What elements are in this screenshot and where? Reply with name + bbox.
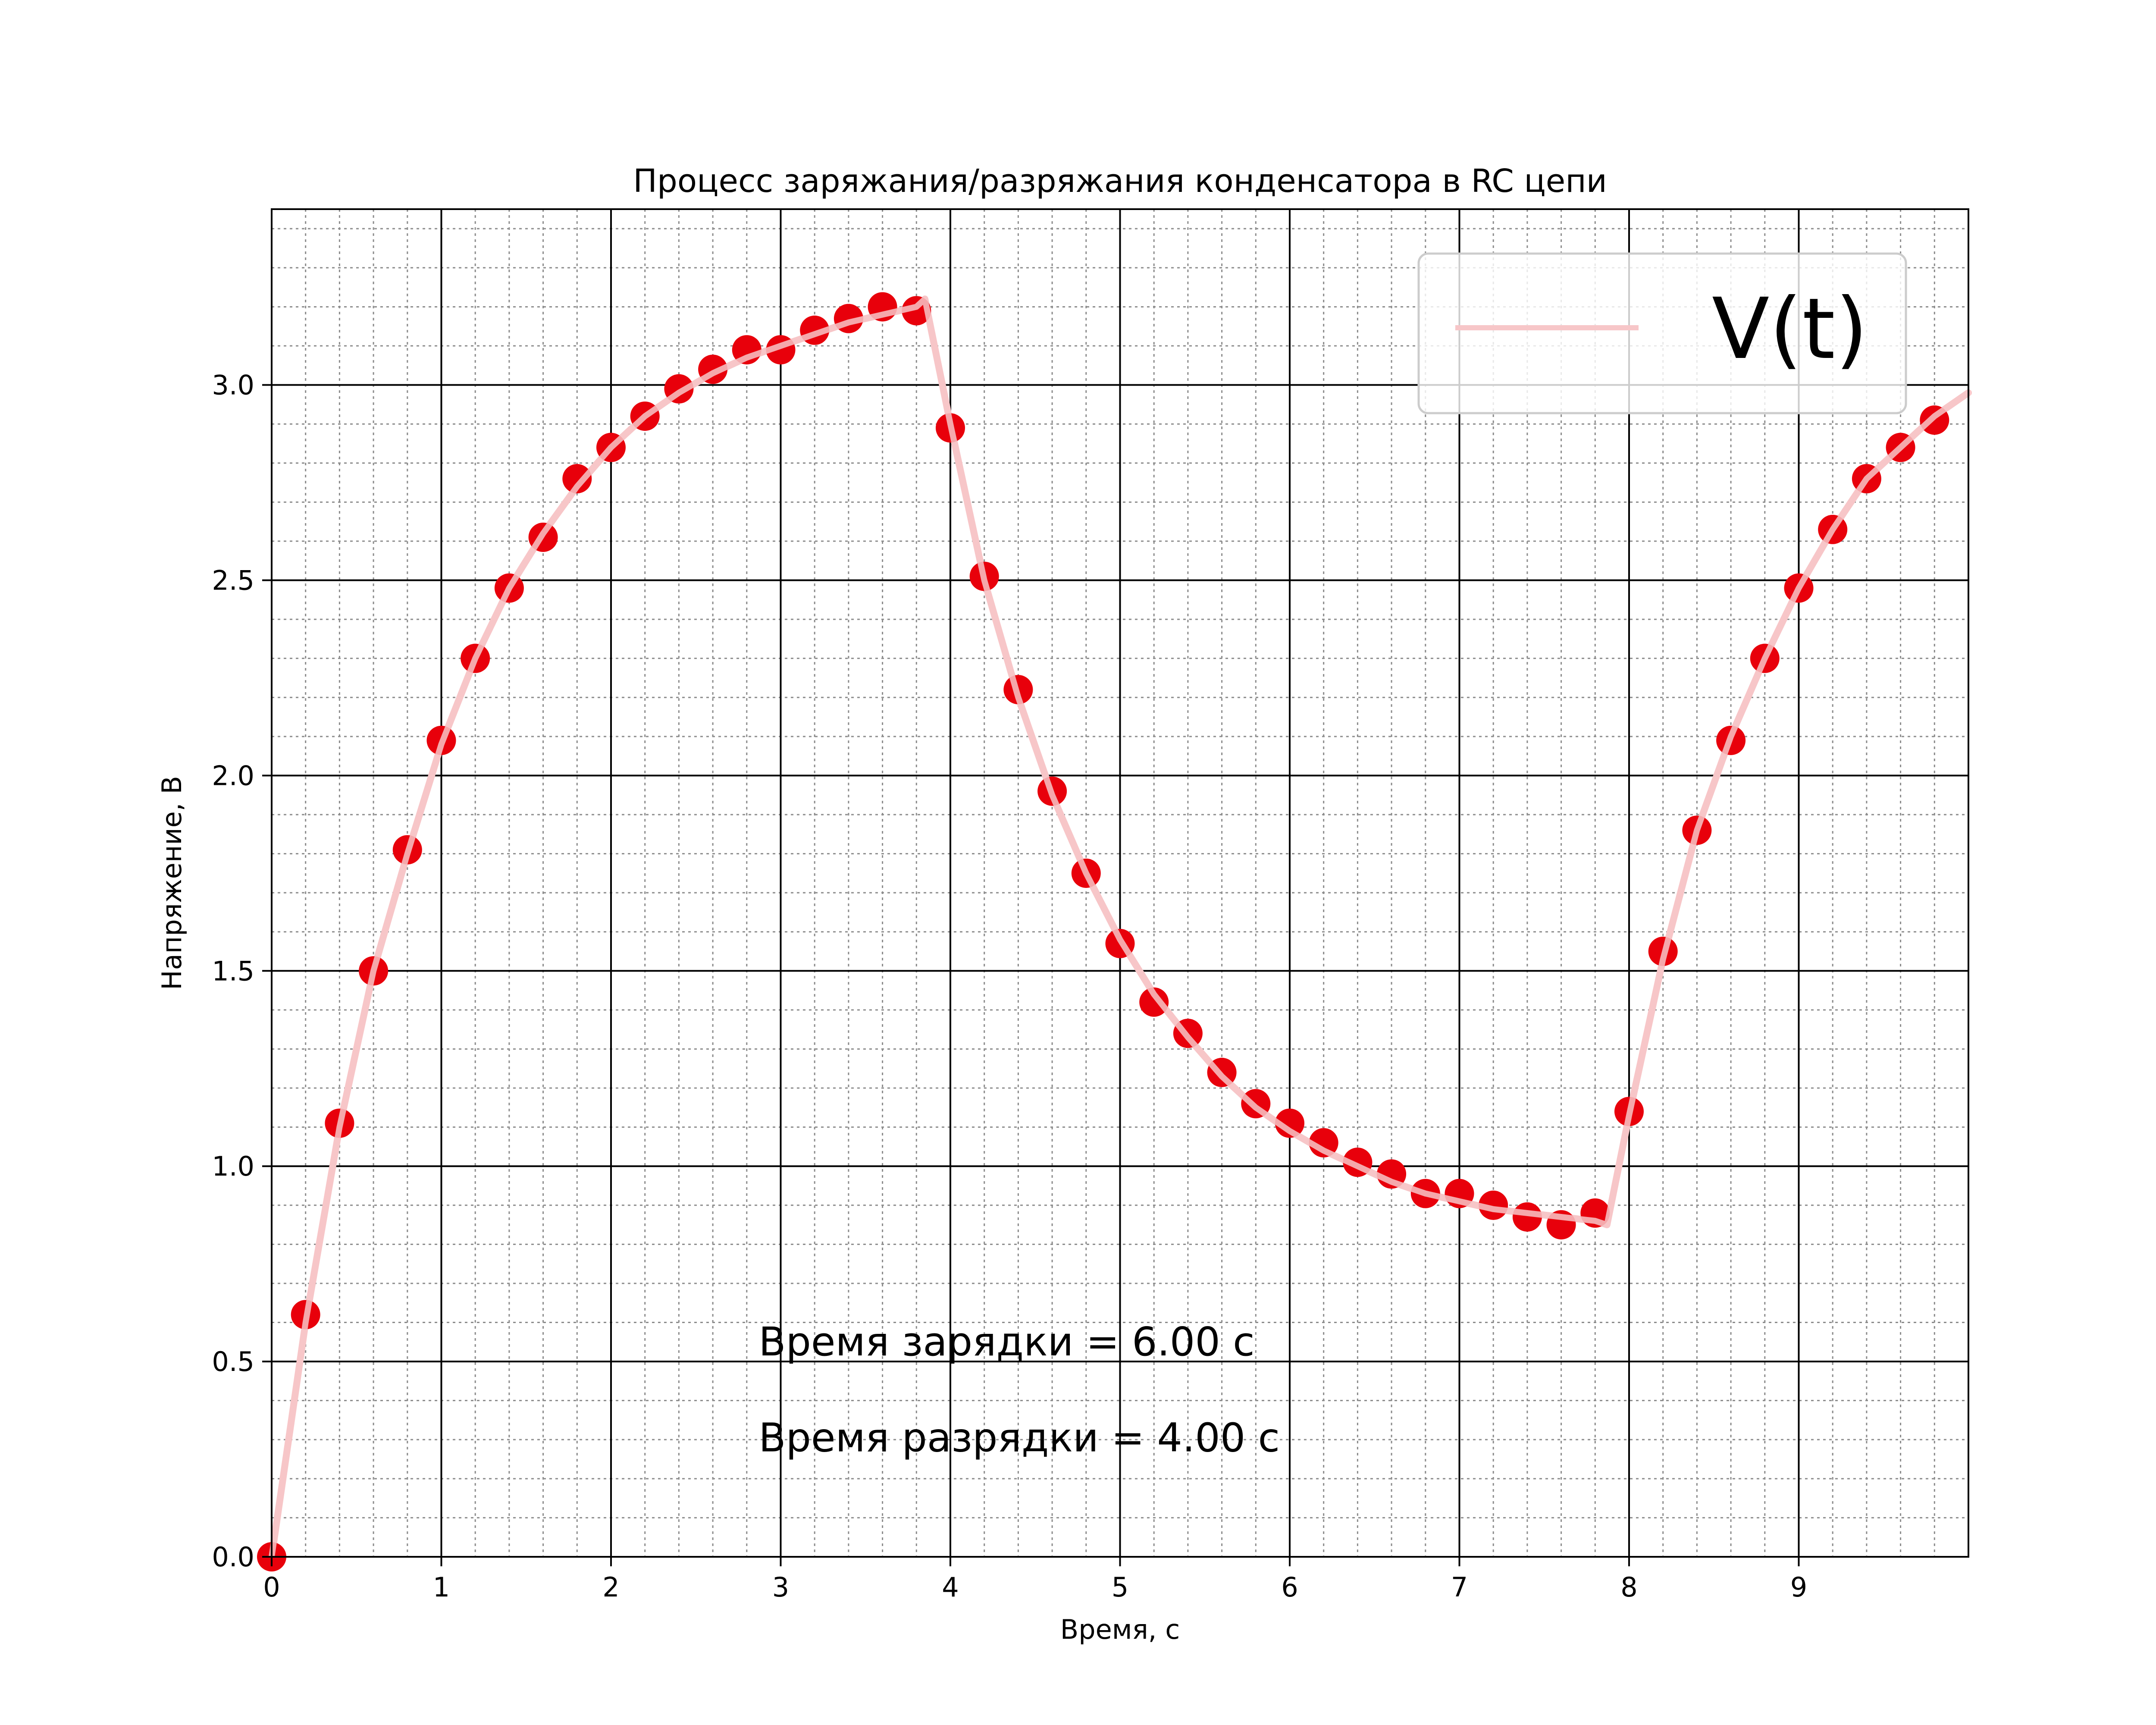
legend-box (1417, 252, 1907, 414)
y-tick-label: 1.0 (212, 1151, 254, 1182)
data-point (1309, 1128, 1338, 1157)
y-tick-label: 0.0 (212, 1541, 254, 1573)
x-tick-label: 7 (1451, 1571, 1468, 1603)
y-axis-label: Напряжение, В (156, 776, 188, 990)
y-tick-label: 2.5 (212, 565, 254, 596)
series-line-overlay (269, 296, 1970, 1558)
x-tick-label: 6 (1281, 1571, 1298, 1603)
x-tick-label: 1 (433, 1571, 450, 1603)
x-tick-label: 0 (263, 1571, 280, 1603)
y-tick-label: 2.0 (212, 760, 254, 791)
axis-ticks: 0 1 2 3 4 5 6 7 8 9 0.0 0.5 1.0 1.5 2.0 2.5 3.0 (212, 370, 1807, 1603)
x-tick-label: 5 (1112, 1571, 1128, 1603)
y-tick-label: 0.5 (212, 1346, 254, 1377)
x-tick-label: 2 (602, 1571, 619, 1603)
y-tick-label: 3.0 (212, 370, 254, 401)
data-point (562, 464, 592, 493)
annotation-charge-time: Время зарядки = 6.00 с (758, 1319, 1254, 1365)
legend: V(t) (1417, 252, 1907, 414)
data-point (1139, 987, 1169, 1017)
major-grid (272, 209, 1968, 1557)
y-tick-label: 1.5 (212, 955, 254, 987)
x-tick-label: 8 (1620, 1571, 1637, 1603)
x-tick-label: 4 (942, 1571, 959, 1603)
chart-title: Процесс заряжания/разряжания конденсатор… (633, 163, 1607, 200)
x-axis-label: Время, с (1060, 1614, 1180, 1645)
data-point (1275, 1108, 1304, 1138)
x-tick-label: 9 (1790, 1571, 1807, 1603)
series-points-layer (257, 292, 1970, 1571)
annotation-discharge-time: Время разрядки = 4.00 с (758, 1414, 1280, 1461)
legend-label: V(t) (1712, 280, 1868, 378)
x-tick-label: 3 (772, 1571, 789, 1603)
